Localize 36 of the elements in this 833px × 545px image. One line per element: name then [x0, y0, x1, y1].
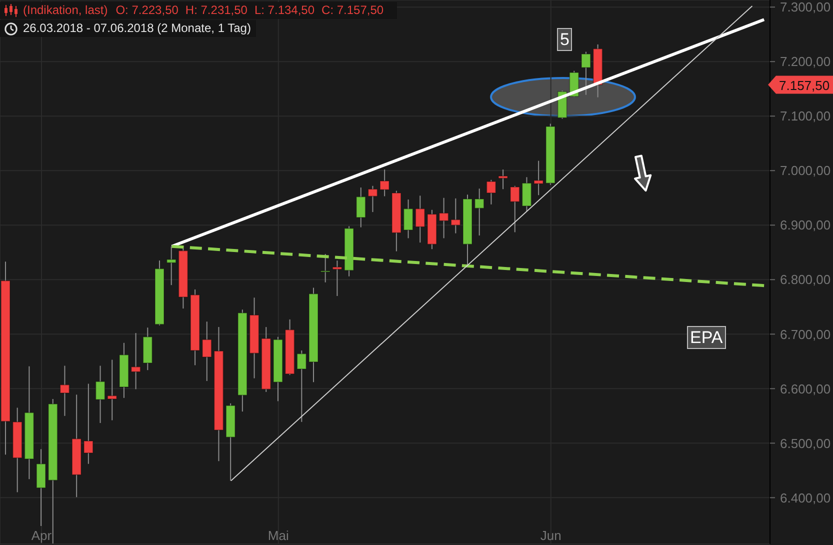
y-tick-label: 7.200,00: [780, 54, 831, 70]
candlestick: [380, 169, 390, 197]
y-tick-label: 6.500,00: [780, 436, 831, 451]
x-tick-label: Mai: [268, 528, 289, 543]
y-tick-label: 6.800,00: [780, 272, 831, 288]
candlestick: [498, 169, 508, 190]
text: 7.157,50: [779, 78, 830, 93]
candlestick: [130, 332, 141, 390]
x-tick-label: Jun: [540, 528, 562, 543]
candlestick: [534, 160, 544, 196]
annotation: O: 7.223,50: [116, 2, 178, 19]
candlestick: [474, 188, 484, 236]
y-tick-label: 6.700,00: [780, 326, 831, 342]
candlestick: [83, 383, 94, 464]
annotation: EPA: [690, 328, 723, 347]
annotation: C: 7.157,50: [322, 2, 384, 19]
candlestick: [486, 179, 496, 205]
y-tick-label: 6.900,00: [780, 218, 831, 233]
y-tick-label: 6.600,00: [780, 381, 831, 396]
candlestick: [368, 185, 378, 213]
annotation: 5: [560, 30, 570, 49]
candlestick: [332, 260, 342, 296]
y-tick-label: 7.300,00: [780, 0, 831, 15]
x-tick-label: Apr: [31, 528, 52, 543]
annotation: H: 7.231,50: [185, 2, 248, 19]
y-tick-label: 7.100,00: [780, 108, 831, 124]
candlestick: [36, 448, 46, 527]
candlestick: [60, 365, 70, 416]
chart-title: (Indikation, last): [23, 2, 108, 19]
text: 26.03.2018 - 07.06.2018 (2 Monate, 1 Tag): [23, 20, 251, 37]
y-tick-label: 6.400,00: [780, 490, 831, 506]
candlestick: [580, 51, 591, 96]
candlestick: [356, 187, 366, 228]
y-tick-label: 7.000,00: [780, 163, 831, 178]
annotation: L: 7.134,50: [254, 2, 315, 19]
candlestick: [320, 254, 330, 283]
